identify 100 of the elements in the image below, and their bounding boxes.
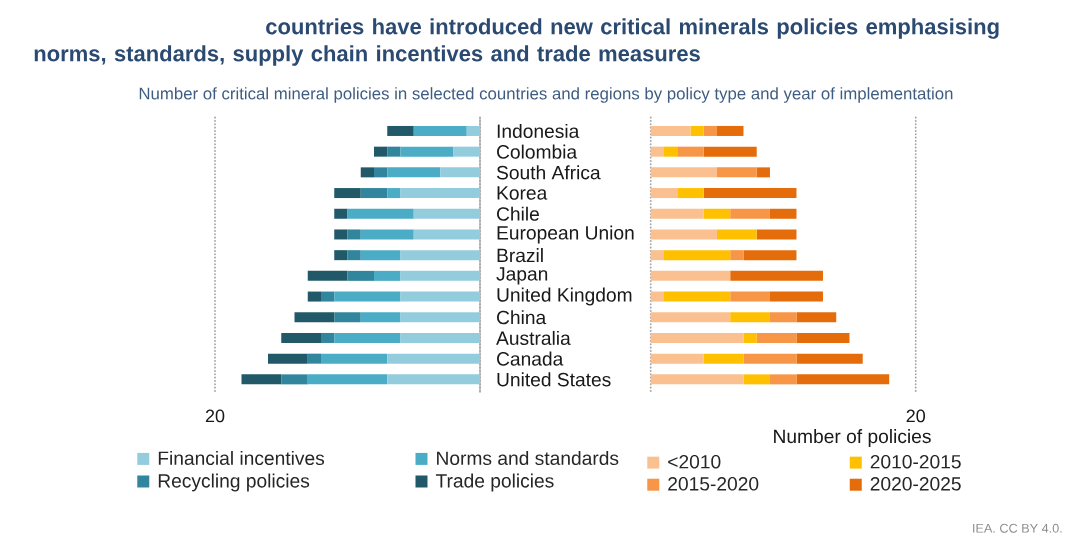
bar bbox=[769, 208, 797, 219]
y-tick-label: European Union bbox=[497, 225, 634, 244]
bar bbox=[650, 125, 691, 136]
bar bbox=[387, 167, 441, 178]
x-tick-label: 20 bbox=[906, 409, 926, 423]
bar bbox=[650, 229, 717, 240]
y-tick-label: China bbox=[497, 310, 547, 325]
bar bbox=[360, 188, 388, 199]
bar bbox=[466, 125, 480, 136]
bar bbox=[334, 188, 361, 199]
bar bbox=[650, 374, 744, 385]
legend-label: Trade policies bbox=[435, 473, 554, 492]
bar bbox=[703, 125, 717, 136]
bar bbox=[268, 353, 308, 364]
bar bbox=[650, 208, 704, 219]
bar bbox=[387, 188, 401, 199]
bar bbox=[334, 208, 348, 219]
bar bbox=[756, 332, 797, 343]
bar bbox=[730, 208, 770, 219]
bar bbox=[730, 312, 770, 323]
bar bbox=[650, 353, 704, 364]
bar bbox=[374, 270, 401, 281]
bar bbox=[307, 374, 388, 385]
y-tick-label: United States bbox=[497, 372, 611, 387]
legend-label: Norms and standards bbox=[437, 450, 619, 466]
bar bbox=[796, 374, 890, 385]
bar bbox=[677, 188, 704, 199]
bar bbox=[453, 146, 480, 157]
bar bbox=[650, 188, 678, 199]
bar bbox=[769, 291, 823, 302]
bar bbox=[413, 208, 480, 219]
y-tick-label: Indonesia bbox=[497, 123, 580, 139]
bar bbox=[413, 229, 480, 240]
bar bbox=[743, 250, 797, 261]
y-tick-label: Canada bbox=[497, 351, 564, 366]
bar bbox=[374, 146, 388, 157]
bar bbox=[307, 270, 348, 281]
bar bbox=[703, 188, 797, 199]
bar bbox=[769, 374, 797, 385]
legend-label: Financial incentives bbox=[158, 450, 325, 466]
bar bbox=[347, 250, 361, 261]
y-tick-label: United Kingdom bbox=[497, 287, 632, 306]
bar bbox=[360, 229, 414, 240]
y-tick-label: Australia bbox=[496, 330, 571, 346]
bar bbox=[387, 125, 414, 136]
bar bbox=[796, 332, 850, 343]
bar bbox=[334, 250, 348, 261]
bar bbox=[650, 270, 731, 281]
bar bbox=[281, 374, 308, 385]
bar bbox=[650, 291, 664, 302]
bar bbox=[281, 332, 321, 343]
bar bbox=[387, 374, 480, 385]
y-tick-label: Chile bbox=[497, 206, 539, 221]
bar bbox=[650, 332, 744, 343]
bar bbox=[730, 250, 744, 261]
legend-label: Recycling policies bbox=[158, 473, 310, 492]
bar bbox=[400, 291, 480, 302]
bar bbox=[294, 312, 335, 323]
bar bbox=[703, 146, 757, 157]
bar bbox=[334, 312, 361, 323]
bar bbox=[796, 353, 863, 364]
y-tick-label: Colombia bbox=[497, 144, 578, 159]
bar bbox=[360, 167, 374, 178]
bar bbox=[650, 146, 664, 157]
x-axis-title: Number of policies bbox=[774, 429, 931, 447]
bar bbox=[663, 146, 678, 157]
bar bbox=[307, 353, 321, 364]
bar bbox=[730, 270, 823, 281]
bar bbox=[321, 332, 335, 343]
bar bbox=[743, 332, 757, 343]
text: IEA. CC BY 4.0. bbox=[973, 523, 1062, 533]
bar bbox=[663, 250, 731, 261]
legend-label: 2010-2015 bbox=[870, 454, 961, 469]
bar bbox=[769, 312, 797, 323]
bar bbox=[400, 188, 480, 199]
bar bbox=[400, 146, 454, 157]
y-tick-label: Korea bbox=[497, 186, 548, 200]
bar bbox=[756, 229, 797, 240]
bar bbox=[400, 332, 480, 343]
y-tick-label: Brazil bbox=[497, 248, 543, 263]
legend-label: 2020-2025 bbox=[870, 477, 961, 491]
legend-label: <2010 bbox=[668, 454, 721, 469]
bar bbox=[387, 146, 401, 157]
bar bbox=[321, 353, 388, 364]
bar bbox=[400, 250, 480, 261]
bar bbox=[374, 167, 388, 178]
x-tick-label: 20 bbox=[205, 409, 225, 423]
bar bbox=[347, 270, 374, 281]
bar bbox=[716, 229, 757, 240]
bar bbox=[347, 229, 361, 240]
bar bbox=[756, 167, 770, 178]
bar bbox=[413, 125, 467, 136]
y-tick-label: South Africa bbox=[496, 165, 601, 180]
bar bbox=[650, 250, 664, 261]
y-tick-label: Japan bbox=[496, 267, 548, 285]
bar bbox=[677, 146, 704, 157]
bar bbox=[690, 125, 704, 136]
bar bbox=[241, 374, 282, 385]
bar bbox=[730, 291, 770, 302]
text: Number of critical mineral policies in selected countries and regions by policy type and year of implementation bbox=[139, 87, 953, 103]
